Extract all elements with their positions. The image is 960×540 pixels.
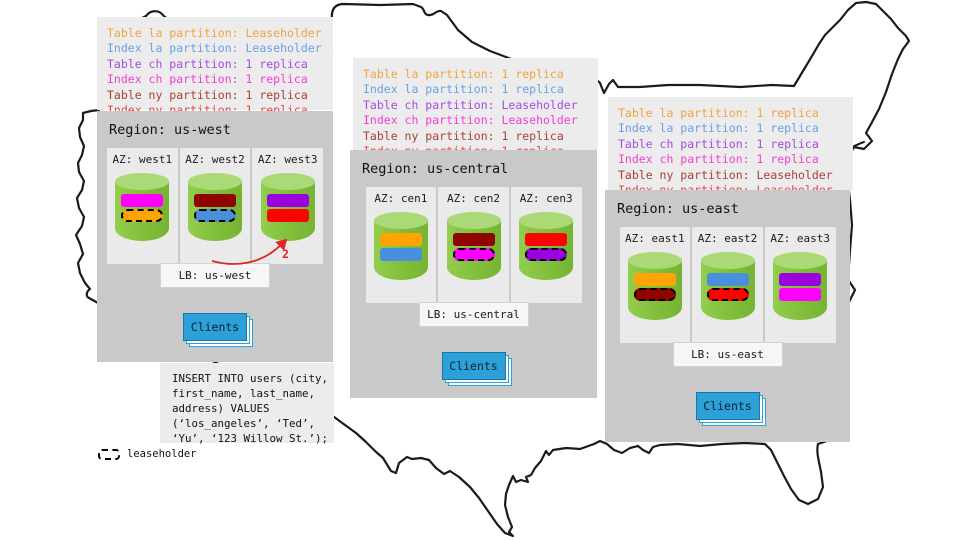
legend-line: Index ch partition: Leaseholder (363, 113, 578, 128)
partition-legend-us-east: Table la partition: 1 replica Index la p… (608, 97, 853, 197)
partition-bar (706, 288, 749, 301)
partition-bar (379, 248, 422, 261)
az-panel-east3: AZ: east3 (764, 227, 836, 343)
clients-button-us-west[interactable]: Clients (183, 313, 247, 341)
partition-bar (121, 194, 164, 207)
legend-line: Index ch partition: 1 replica (618, 152, 819, 167)
legend-line: Index la partition: 1 replica (363, 82, 564, 97)
cylinder-top (373, 212, 428, 229)
partition-bar (194, 209, 236, 222)
legend-line: Index la partition: 1 replica (618, 121, 819, 136)
leaseholder-key-label: leaseholder (127, 448, 197, 460)
az-label: AZ: cen3 (519, 192, 573, 205)
region-title: Region: us-central (362, 161, 509, 177)
legend-line: Table ch partition: 1 replica (107, 56, 308, 71)
cylinder-top (700, 252, 755, 269)
legend-line: Table la partition: 1 replica (363, 67, 564, 81)
load-balancer-us-central: LB: us-central (418, 302, 529, 327)
db-cylinder (627, 252, 682, 320)
partition-bar (266, 194, 309, 207)
legend-line: Table ch partition: 1 replica (618, 136, 819, 151)
az-panel-east2: AZ: east2 (692, 227, 763, 343)
clients-button-us-central[interactable]: Clients (441, 352, 506, 380)
region-us-east: Region: us-east AZ: east1 AZ: east2 (605, 190, 850, 442)
cylinder-top (627, 252, 682, 269)
legend-line: Table la partition: Leaseholder (107, 26, 322, 40)
partition-bar (266, 209, 309, 222)
load-balancer-us-east: LB: us-east (672, 342, 783, 367)
region-us-west: Region: us-west AZ: west1 AZ: west2 (97, 111, 333, 362)
az-label: AZ: west3 (257, 153, 318, 166)
legend-line: Table ny partition: 1 replica (363, 128, 564, 143)
db-cylinder (188, 173, 242, 241)
partition-legend-us-west: Table la partition: Leaseholder Index la… (97, 17, 333, 117)
az-row: AZ: cen1 AZ: cen2 AZ: ce (365, 187, 582, 303)
leaseholder-swatch-icon (98, 448, 120, 460)
az-label: AZ: cen1 (374, 192, 428, 205)
legend-line: Index la partition: Leaseholder (107, 41, 322, 56)
partition-bar (379, 233, 422, 246)
legend-line: Table ny partition: Leaseholder (618, 167, 833, 182)
az-row: AZ: west1 AZ: west2 AZ: (107, 148, 324, 264)
az-panel-east1: AZ: east1 (619, 227, 691, 343)
legend-line: Table la partition: 1 replica (618, 106, 819, 120)
db-cylinder (115, 173, 170, 241)
az-panel-cen2: AZ: cen2 (438, 187, 509, 303)
clients-button-us-east[interactable]: Clients (695, 392, 760, 420)
db-cylinder (773, 252, 828, 320)
load-balancer-us-west: LB: us-west (160, 263, 270, 288)
db-cylinder (446, 212, 501, 280)
partition-bar (525, 248, 568, 261)
az-panel-west1: AZ: west1 (107, 148, 178, 264)
cylinder-top (260, 173, 315, 190)
az-label: AZ: west2 (185, 153, 245, 166)
legend-line: Table ny partition: 1 replica (107, 87, 308, 102)
partition-bar (194, 194, 236, 207)
az-panel-west3: AZ: west3 (252, 148, 324, 264)
cylinder-top (519, 212, 574, 229)
partition-legend-us-central: Table la partition: 1 replica Index la p… (353, 58, 598, 158)
partition-bar (452, 248, 495, 261)
region-us-central: Region: us-central AZ: cen1 AZ: cen2 (350, 150, 597, 398)
partition-bar (779, 273, 822, 286)
db-cylinder (373, 212, 428, 280)
step-2-label: 2 (282, 247, 289, 261)
partition-bar (121, 209, 164, 222)
region-title: Region: us-east (617, 201, 739, 217)
az-label: AZ: east1 (625, 232, 685, 245)
az-label: AZ: west1 (112, 153, 173, 166)
cylinder-top (446, 212, 501, 229)
az-label: AZ: east3 (770, 232, 830, 245)
partition-bar (633, 288, 676, 301)
az-panel-west2: AZ: west2 (179, 148, 251, 264)
az-row: AZ: east1 AZ: east2 AZ: (619, 227, 836, 343)
region-title: Region: us-west (109, 122, 231, 138)
partition-bar (779, 288, 822, 301)
cylinder-top (115, 173, 170, 190)
az-label: AZ: east2 (697, 232, 758, 245)
leaseholder-key: leaseholder (98, 448, 197, 460)
az-label: AZ: cen2 (447, 192, 500, 205)
partition-bar (633, 273, 676, 286)
az-panel-cen3: AZ: cen3 (510, 187, 582, 303)
az-panel-cen1: AZ: cen1 (365, 187, 437, 303)
db-cylinder (519, 212, 574, 280)
cylinder-top (188, 173, 242, 190)
sql-insert-note: INSERT INTO users (city, first_name, las… (160, 363, 334, 445)
partition-bar (452, 233, 495, 246)
db-cylinder (260, 173, 315, 241)
legend-line: Index ch partition: 1 replica (107, 72, 308, 87)
db-cylinder (700, 252, 755, 320)
legend-line: Table ch partition: Leaseholder (363, 97, 578, 112)
cylinder-top (773, 252, 828, 269)
partition-bar (706, 273, 749, 286)
partition-bar (525, 233, 568, 246)
